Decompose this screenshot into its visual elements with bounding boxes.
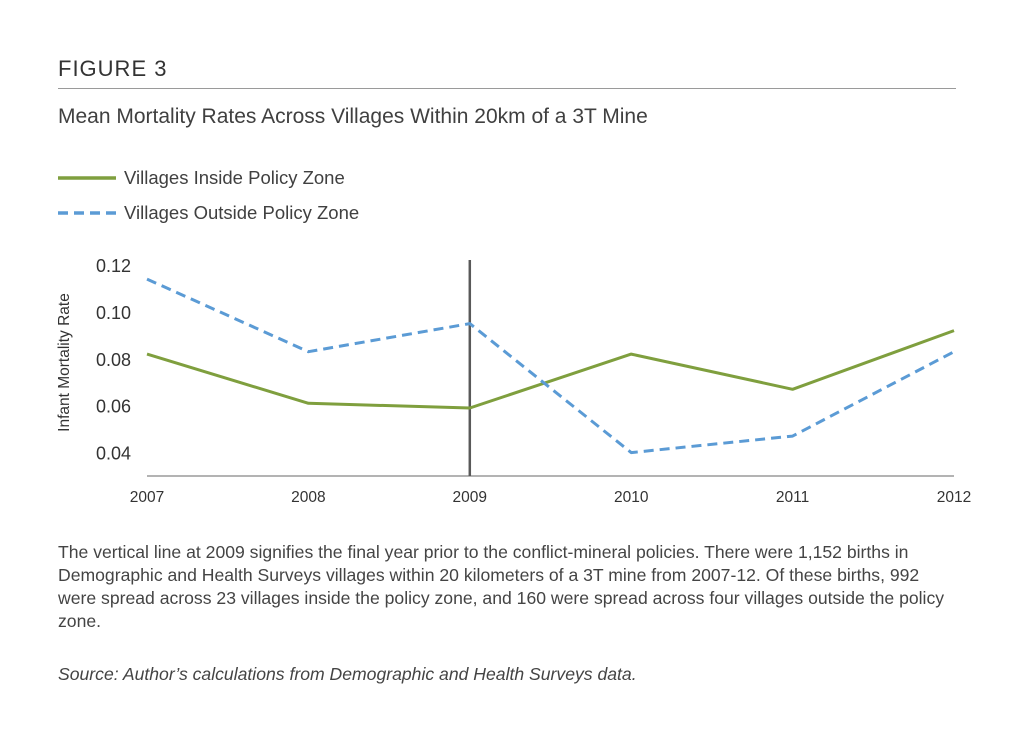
y-tick-label: 0.10 xyxy=(96,303,131,323)
x-tick-label: 2008 xyxy=(291,489,325,506)
chart-title: Mean Mortality Rates Across Villages Wit… xyxy=(58,105,648,128)
figure-label: FIGURE 3 xyxy=(58,56,168,81)
x-tick-label: 2009 xyxy=(453,489,487,506)
y-tick-label: 0.06 xyxy=(96,397,131,417)
x-tick-label: 2011 xyxy=(776,489,809,506)
x-tick-label: 2010 xyxy=(614,489,649,506)
legend-swatch-dashed xyxy=(58,211,116,215)
figure-caption: The vertical line at 2009 signifies the … xyxy=(58,542,945,631)
x-tick-label: 2007 xyxy=(130,489,164,506)
legend-label-outside: Villages Outside Policy Zone xyxy=(124,202,360,223)
series-line-outside xyxy=(146,277,955,455)
y-tick-label: 0.12 xyxy=(96,256,131,276)
y-tick-label: 0.08 xyxy=(96,350,131,370)
x-tick-label: 2012 xyxy=(937,489,971,506)
legend-label-inside: Villages Inside Policy Zone xyxy=(124,167,345,188)
header-divider xyxy=(58,88,956,89)
source-note: Source: Author’s calculations from Demog… xyxy=(58,664,637,684)
legend-item-inside: Villages Inside Policy Zone xyxy=(58,167,345,189)
y-tick-label: 0.04 xyxy=(96,444,131,464)
line-chart: Infant Mortality Rate 0.12 0.10 0.08 0.06 0.0… xyxy=(56,256,971,506)
legend-item-outside: Villages Outside Policy Zone xyxy=(58,202,359,224)
series-line-inside xyxy=(146,329,955,410)
legend-swatch-solid xyxy=(58,176,116,180)
y-axis-label: Infant Mortality Rate xyxy=(56,293,73,432)
